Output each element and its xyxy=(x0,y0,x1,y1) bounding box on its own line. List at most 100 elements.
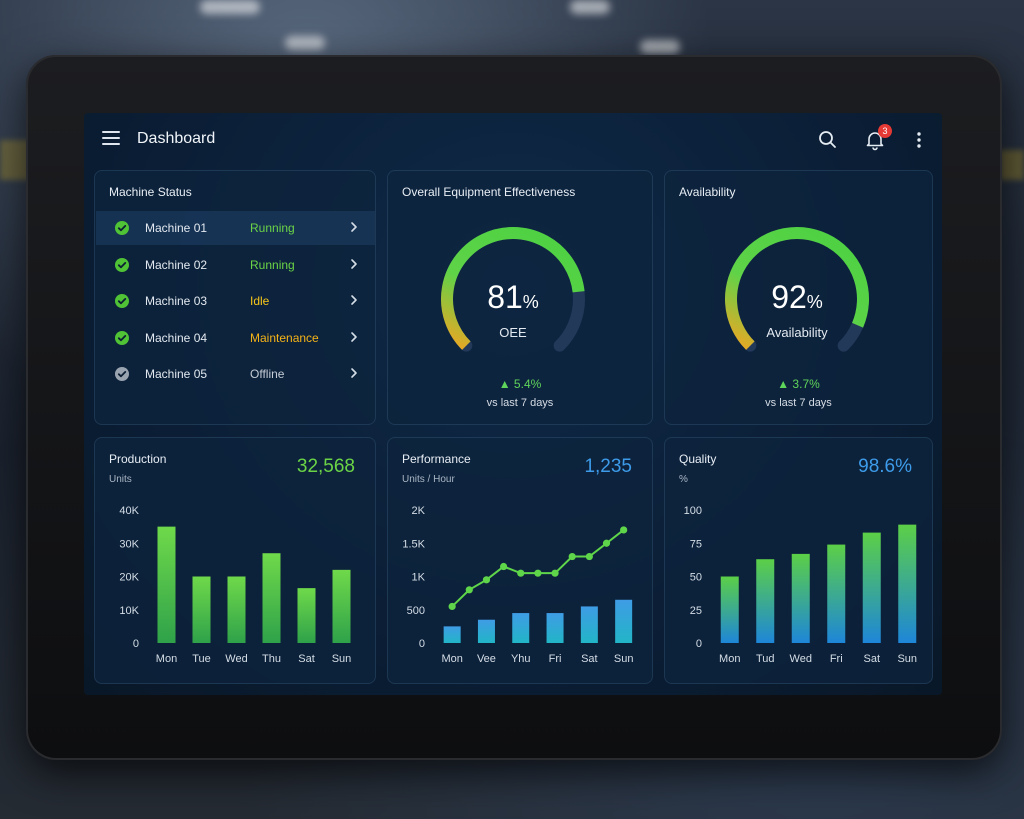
card-title: Machine Status xyxy=(109,185,192,199)
notification-badge: 3 xyxy=(878,124,892,138)
performance-line xyxy=(451,529,625,608)
card-title: Quality xyxy=(679,452,717,466)
performance-point xyxy=(551,569,559,577)
performance-ytick: 500 xyxy=(407,605,425,617)
quality-bar xyxy=(720,576,739,643)
check-circle-icon xyxy=(115,294,129,308)
delta-value: ▲ 3.7% xyxy=(777,377,820,391)
check-circle-icon xyxy=(115,330,129,345)
production-ytick: 0 xyxy=(133,638,139,650)
background-beam-right xyxy=(1000,150,1024,180)
quality-xtick: Tud xyxy=(756,653,775,665)
machine-status-text: Running xyxy=(250,257,295,272)
performance-bar xyxy=(512,613,530,643)
machine-status-text: Maintenance xyxy=(250,330,319,345)
performance-point xyxy=(448,602,456,611)
machine-name: Machine 02 xyxy=(145,257,208,272)
gauge-svg xyxy=(441,227,585,352)
quality-xtick: Wed xyxy=(790,653,812,665)
quality-xtick: Sat xyxy=(863,653,880,665)
performance-ytick: 1.5K xyxy=(402,538,425,550)
background-light xyxy=(570,0,610,14)
performance-point xyxy=(568,552,576,561)
card-subtitle: % xyxy=(679,474,688,485)
production-bar xyxy=(297,588,316,643)
quality-ytick: 25 xyxy=(690,605,702,617)
performance-point xyxy=(602,539,611,547)
background-light xyxy=(285,36,325,50)
machine-row[interactable]: Machine 01 Running xyxy=(96,211,375,245)
performance-point xyxy=(465,586,473,594)
gauge-value: 92% xyxy=(771,279,823,315)
card-subtitle: Units / Hour xyxy=(402,474,455,485)
quality-card: Quality % 98.6% 0 25 50 75 100 Mon Tud Wed Fri Sa… xyxy=(664,437,933,684)
production-ytick: 30K xyxy=(119,538,139,550)
oee-gauge: 81% OEE xyxy=(428,221,598,371)
machine-row[interactable]: Machine 03 Idle xyxy=(96,284,375,318)
chevron-right-icon xyxy=(348,366,360,380)
machine-row[interactable]: Machine 05 Offline xyxy=(96,357,375,391)
machine-name: Machine 03 xyxy=(145,294,208,308)
chevron-right-icon xyxy=(348,293,360,307)
notification-bell-icon[interactable] xyxy=(864,129,886,151)
background-light xyxy=(200,0,260,14)
availability-gauge: 92% Availability xyxy=(712,221,882,371)
card-title: Production xyxy=(109,452,167,466)
performance-bar xyxy=(580,606,598,643)
gauge-label: Availability xyxy=(766,325,828,340)
performance-point xyxy=(517,569,525,577)
performance-xtick: Yhu xyxy=(511,653,531,665)
machine-name: Machine 04 xyxy=(145,330,208,345)
delta-caption: vs last 7 days xyxy=(765,397,832,409)
card-title: Availability xyxy=(679,185,736,199)
machine-name: Machine 01 xyxy=(145,221,208,235)
performance-xtick: Fri xyxy=(549,653,562,665)
performance-ytick: 2K xyxy=(412,505,426,517)
quality-xtick: Sun xyxy=(897,653,917,665)
production-xtick: Mon xyxy=(156,653,177,665)
performance-point xyxy=(585,552,593,561)
production-xtick: Tue xyxy=(192,653,211,665)
gauge-svg xyxy=(725,227,869,352)
performance-xtick: Vee xyxy=(477,653,496,665)
performance-bar xyxy=(443,626,461,643)
production-bar xyxy=(157,526,176,643)
machine-row[interactable]: Machine 02 Running xyxy=(96,248,375,282)
card-subtitle: Units xyxy=(109,474,132,485)
check-circle-icon xyxy=(115,221,129,235)
check-circle-icon xyxy=(115,257,129,272)
performance-point xyxy=(534,569,542,577)
more-vert-icon[interactable] xyxy=(908,129,930,151)
performance-point xyxy=(620,526,628,534)
menu-icon[interactable] xyxy=(102,131,120,145)
machine-name: Machine 05 xyxy=(145,367,208,381)
performance-xtick: Sat xyxy=(581,653,598,665)
machine-row[interactable]: Machine 04 Maintenance xyxy=(96,321,375,355)
card-title: Performance xyxy=(402,452,471,466)
gauge-label: OEE xyxy=(499,325,527,340)
performance-point xyxy=(500,562,508,571)
quality-bar xyxy=(791,553,810,643)
performance-ytick: 0 xyxy=(419,638,425,650)
production-xtick: Thu xyxy=(262,653,281,665)
production-bar xyxy=(332,569,351,643)
performance-ytick: 1K xyxy=(412,572,426,584)
dashboard-screen: Dashboard 3 Machine Status Machine 01 Run… xyxy=(84,113,942,695)
performance-bar xyxy=(615,599,633,643)
chevron-right-icon xyxy=(348,220,360,234)
card-title: Overall Equipment Effectiveness xyxy=(402,185,576,199)
production-xtick: Wed xyxy=(225,653,247,665)
oee-card: Overall Equipment Effectiveness 81% OEE … xyxy=(387,170,653,425)
production-chart: 0 10K 20K 30K 40K Mon Tue Wed Thu Sat Sun xyxy=(119,505,351,665)
performance-xtick: Sun xyxy=(614,653,634,665)
performance-total: 1,235 xyxy=(584,456,632,477)
quality-xtick: Mon xyxy=(719,653,740,665)
machine-status-text: Running xyxy=(250,221,295,235)
quality-ytick: 50 xyxy=(690,572,702,584)
gauge-value: 81% xyxy=(487,279,539,315)
quality-ytick: 0 xyxy=(696,638,702,650)
performance-xtick: Mon xyxy=(441,653,462,665)
production-bar xyxy=(227,576,246,643)
machine-status-text: Idle xyxy=(250,294,270,308)
search-icon[interactable] xyxy=(817,129,839,151)
